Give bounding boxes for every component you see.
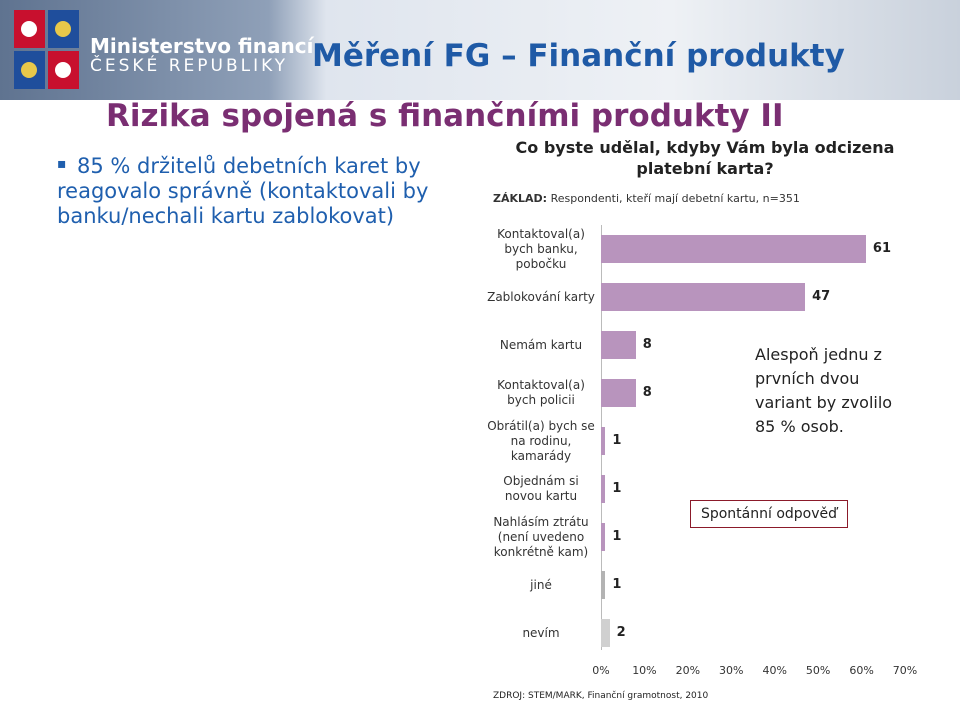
x-tick-label: 0% [592, 664, 610, 677]
value-label: 1 [612, 529, 622, 544]
bar [601, 619, 610, 647]
ministry-country: ČESKÉ REPUBLIKY [90, 56, 289, 76]
category-label: nevím [522, 625, 560, 640]
base-label: ZÁKLAD: [493, 192, 548, 205]
category-label: Nahlásím ztrátu (není uvedeno konkrétně … [493, 514, 589, 559]
value-label: 1 [612, 481, 622, 496]
page-title: Měření FG – Finanční produkty [312, 38, 845, 74]
ministry-name: Ministerstvo financí [90, 34, 314, 58]
chart-title: Co byste udělal, kdyby Vám byla odcizena… [515, 138, 895, 178]
value-label: 8 [642, 385, 652, 400]
logo-crest [14, 10, 79, 89]
bar [601, 427, 606, 455]
subtitle: Rizika spojená s finančními produkty II [106, 98, 784, 134]
value-label: 1 [612, 577, 622, 592]
category-label: Objednám si novou kartu [503, 474, 579, 503]
header: Ministerstvo financí ČESKÉ REPUBLIKY Měř… [0, 0, 960, 100]
x-tick-label: 20% [675, 664, 701, 677]
category-label: Obrátil(a) bych se na rodinu, kamarády [487, 418, 595, 463]
bar [601, 331, 636, 359]
x-tick-label: 30% [719, 664, 744, 677]
category-label: Kontaktoval(a) bych banku, pobočku [497, 226, 585, 271]
category-label: Kontaktoval(a) bych policii [497, 378, 585, 407]
chart-base: ZÁKLAD: Respondenti, kteří mají debetní … [493, 192, 800, 205]
bar [601, 379, 636, 407]
category-label: Nemám kartu [499, 337, 583, 352]
base-text: Respondenti, kteří mají debetní kartu, n… [550, 192, 800, 205]
bullet-text: 85 % držitelů debetních karet by reagova… [57, 154, 429, 228]
value-label: 47 [812, 289, 831, 304]
bar [601, 475, 606, 503]
category-label: Zablokování karty [487, 289, 595, 304]
bar [601, 283, 806, 311]
x-tick-label: 60% [849, 664, 874, 677]
x-tick-label: 70% [892, 664, 918, 677]
source: ZDROJ: STEM/MARK, Finanční gramotnost, 2… [493, 691, 709, 701]
category-label: jiné [530, 577, 552, 592]
annotation-box: Spontánní odpověď [690, 500, 848, 528]
x-tick-label: 50% [805, 664, 831, 677]
bar [601, 235, 866, 263]
x-tick-label: 40% [762, 664, 787, 677]
x-tick-label: 10% [632, 664, 657, 677]
value-label: 61 [872, 241, 891, 256]
bullet-marker: ▪ [57, 156, 67, 172]
value-label: 2 [616, 625, 626, 640]
value-label: 8 [642, 337, 652, 352]
annotation-note: Alespoň jednu z prvních dvou variant by … [755, 345, 893, 436]
value-label: 1 [612, 433, 622, 448]
bar [601, 523, 606, 551]
bar [601, 571, 606, 599]
